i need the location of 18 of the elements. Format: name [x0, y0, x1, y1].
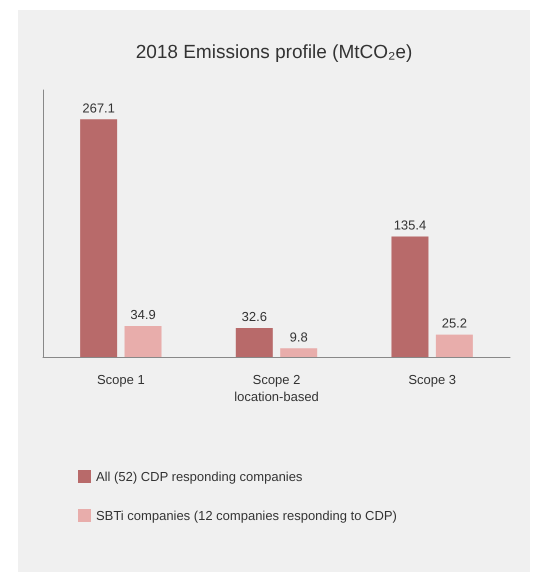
bar [80, 119, 118, 357]
data-label: 135.4 [394, 217, 426, 232]
data-label: 25.2 [442, 316, 468, 331]
bar [391, 236, 428, 357]
chart-title: 2018 Emissions profile (MtCO₂e) [136, 42, 412, 63]
data-label: 9.8 [290, 329, 308, 344]
data-label: 267.1 [82, 100, 115, 116]
legend-label: All (52) CDP responding companies [96, 469, 303, 484]
bar [280, 348, 318, 357]
x-tick-label: Scope 3 [408, 372, 456, 387]
bar [436, 334, 473, 357]
x-tick-label: Scope 1 [96, 372, 145, 387]
bar [236, 328, 273, 357]
x-tick-label: Scope 2 location-based [234, 372, 319, 404]
data-label: 34.9 [130, 306, 156, 322]
data-label: 32.6 [242, 308, 267, 324]
legend-label: SBTi companies (12 companies responding to CDP) [96, 508, 397, 523]
bar [124, 326, 162, 357]
